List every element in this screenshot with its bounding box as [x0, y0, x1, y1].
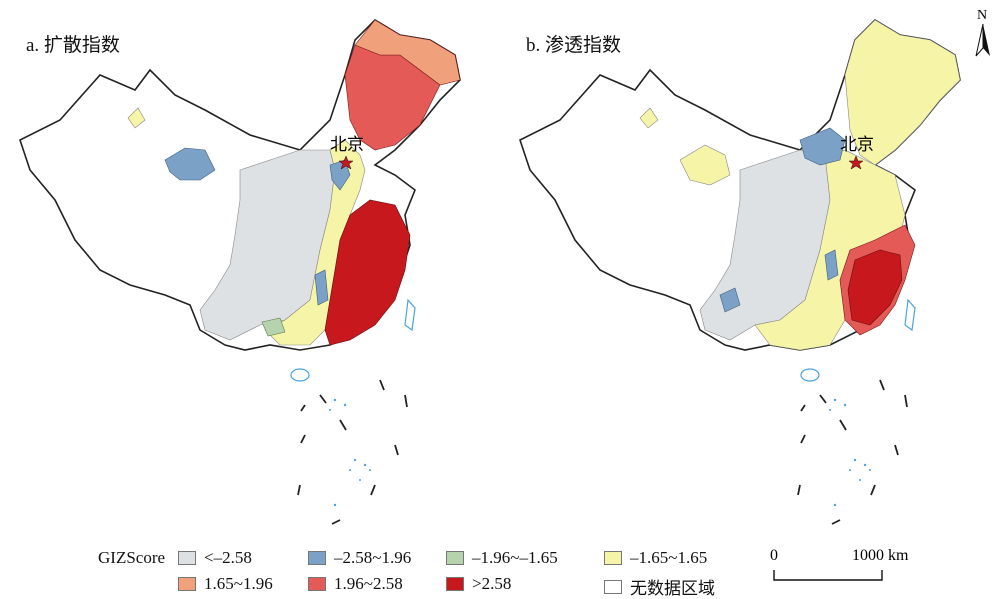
taiwan — [404, 298, 416, 332]
legend-swatch — [446, 551, 464, 565]
legend-label: 1.65~1.96 — [204, 574, 273, 593]
region-yellow-west — [127, 107, 146, 129]
region-blue-1 — [799, 127, 846, 166]
beijing-star-icon — [848, 155, 864, 170]
legend-swatch — [604, 579, 622, 594]
region-northeast-orange — [354, 19, 461, 86]
legend-swatch — [604, 551, 622, 565]
taiwan — [904, 298, 916, 332]
scale-zero-label: 0 — [770, 547, 778, 564]
legend-label: <–2.58 — [204, 548, 252, 567]
legend-swatch — [178, 577, 196, 591]
north-arrow-icon: N — [975, 8, 990, 57]
beijing-label: 北京 — [840, 135, 874, 155]
scale-end-label: 1000 km — [852, 547, 909, 564]
legend-item: –1.65~1.65 — [604, 548, 707, 568]
legend-swatch — [308, 577, 326, 591]
legend-item: –1.96~–1.65 — [446, 548, 558, 568]
region-darkred — [324, 199, 411, 346]
legend: GIZScore <–2.58 –2.58~1.96 –1.96~–1.65 –… — [0, 540, 1000, 598]
scale-bar: 0 1000 km — [770, 547, 909, 581]
region-green — [261, 317, 286, 337]
legend-label: –2.58~1.96 — [334, 548, 412, 567]
beijing-label: 北京 — [330, 135, 364, 155]
legend-label: 无数据区域 — [630, 579, 715, 598]
legend-swatch — [308, 551, 326, 565]
legend-label: >2.58 — [472, 574, 512, 593]
legend-item: <–2.58 — [178, 548, 252, 568]
panel-title: b. 渗透指数 — [526, 35, 622, 56]
legend-item: >2.58 — [446, 574, 511, 594]
legend-item: 1.96~2.58 — [308, 574, 403, 594]
south-china-sea-islands — [829, 398, 871, 507]
region-yellow-west-2 — [639, 107, 659, 129]
legend-swatch — [446, 577, 464, 591]
nine-dash-line — [797, 379, 908, 525]
legend-label: –1.65~1.65 — [630, 548, 708, 567]
region-blue-3 — [314, 269, 329, 306]
nine-dash-line — [297, 379, 408, 525]
south-china-sea-islands — [329, 398, 371, 507]
map-panel-penetration: b. 渗透指数 北京 — [500, 0, 1000, 540]
region-blue-3 — [824, 249, 839, 281]
legend-label: –1.96~–1.65 — [472, 548, 558, 567]
china-map-penetration: 北京 — [519, 18, 961, 525]
legend-label: 1.96~2.58 — [334, 574, 403, 593]
china-map-diffusion: 北京 — [19, 18, 461, 525]
map-panel-diffusion: a. 扩散指数 北京 — [0, 0, 500, 540]
beijing-star-icon — [338, 155, 354, 170]
legend-title: GIZScore — [98, 548, 166, 567]
region-blue-1 — [164, 147, 216, 181]
hainan — [800, 368, 820, 382]
north-label: N — [977, 8, 987, 23]
legend-swatch — [178, 551, 196, 565]
region-northeast-yellow — [844, 19, 961, 166]
legend-item: 1.65~1.96 — [178, 574, 273, 594]
panel-title: a. 扩散指数 — [26, 35, 120, 56]
region-yellow-west — [679, 144, 731, 186]
legend-item: 无数据区域 — [604, 574, 715, 599]
region-darkred — [847, 249, 903, 326]
region-blue-2 — [719, 287, 741, 313]
hainan — [290, 368, 310, 382]
legend-item: –2.58~1.96 — [308, 548, 411, 568]
